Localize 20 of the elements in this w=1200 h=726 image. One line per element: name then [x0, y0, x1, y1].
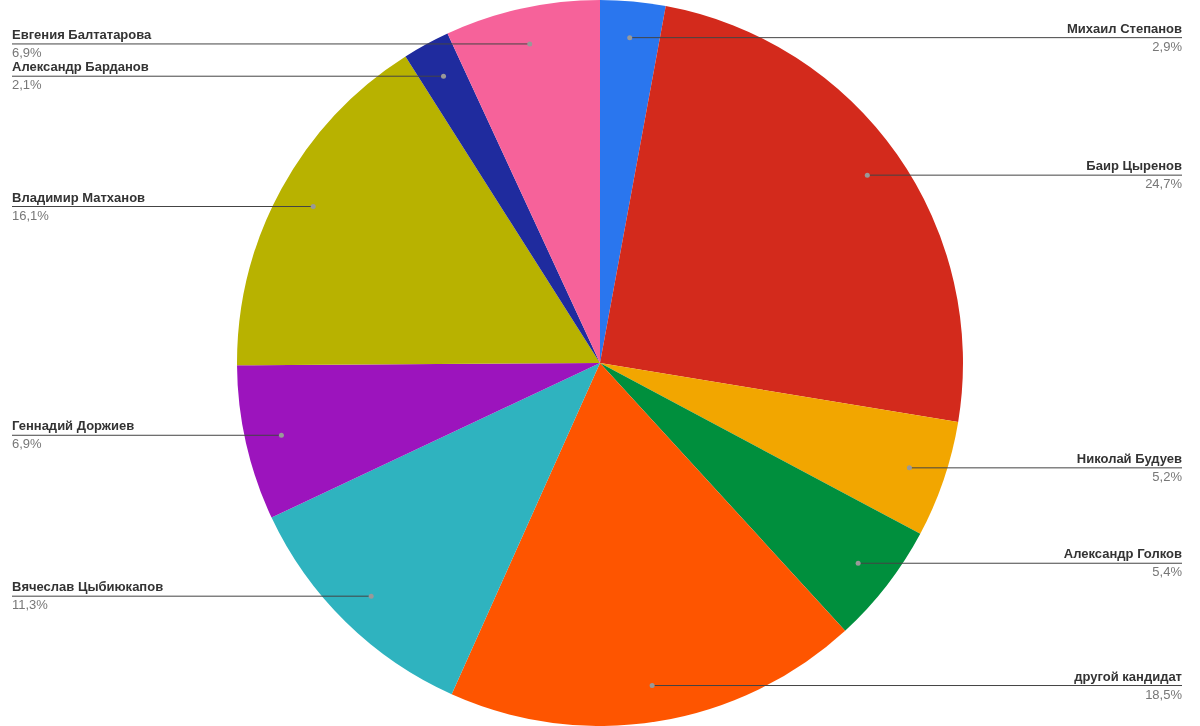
slice-label: Евгения Балтатарова: [12, 27, 153, 43]
slice-label: Николай Будуев: [1076, 450, 1182, 466]
data-label: 6,9%: [12, 45, 43, 61]
slice-label: Вячеслав Цыбиюкапов: [12, 579, 164, 595]
data-label: 5,4%: [1152, 564, 1183, 580]
slice-label: Александр Барданов: [12, 59, 149, 75]
data-label: 24,7%: [1145, 176, 1183, 192]
data-label: 16,1%: [12, 207, 50, 223]
slice-label: Михаил Степанов: [1067, 20, 1182, 36]
slice-label: другой кандидат: [1074, 668, 1182, 684]
slice-label: Геннадий Доржиев: [12, 418, 135, 434]
data-label: 2,1%: [12, 77, 43, 93]
data-label: 2,9%: [1152, 38, 1183, 54]
slice-label: Владимир Матханов: [12, 189, 146, 205]
slice-label: Александр Голков: [1063, 546, 1182, 562]
data-label: 6,9%: [12, 436, 43, 452]
slice-label: Баир Цыренов: [1086, 158, 1183, 174]
data-label: 18,5%: [1145, 686, 1183, 702]
data-label: 11,3%: [12, 597, 49, 613]
data-label: 5,2%: [1152, 468, 1183, 484]
